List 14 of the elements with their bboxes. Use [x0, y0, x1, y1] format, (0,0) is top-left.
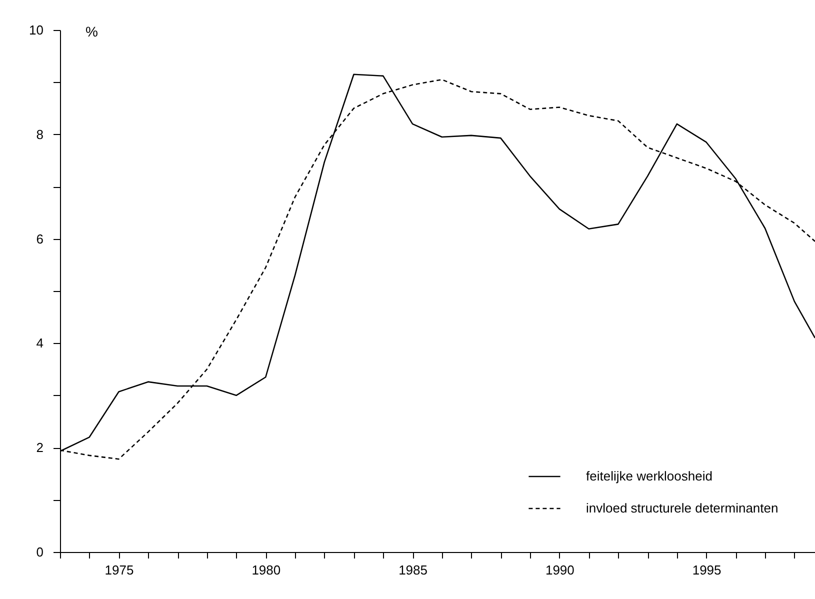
y-tick-label: 0 — [36, 544, 44, 560]
y-tick-label: 4 — [36, 336, 44, 351]
legend-label: invloed structurele determinanten — [586, 500, 778, 516]
x-tick-label: 1990 — [545, 562, 574, 578]
x-tick-label: 1995 — [692, 562, 722, 578]
y-tick-label: 6 — [36, 231, 44, 246]
y-tick-label: 2 — [36, 440, 44, 456]
legend-label: feitelijke werkloosheid — [586, 468, 712, 484]
x-tick-label: 1980 — [252, 562, 281, 578]
y-tick-label: 8 — [36, 126, 44, 142]
y-tick-label: 10 — [29, 22, 44, 38]
x-tick-label: 1985 — [398, 562, 428, 578]
x-tick-label: 1975 — [104, 562, 134, 578]
y-axis-title: % — [86, 24, 98, 40]
